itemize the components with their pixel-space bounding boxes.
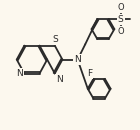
Text: N: N [74,55,81,64]
Text: F: F [87,69,92,78]
Text: O: O [117,3,124,12]
Text: S: S [118,15,124,24]
Text: O: O [117,27,124,36]
Text: S: S [52,35,58,44]
Text: N: N [16,69,23,78]
Text: N: N [56,75,63,84]
